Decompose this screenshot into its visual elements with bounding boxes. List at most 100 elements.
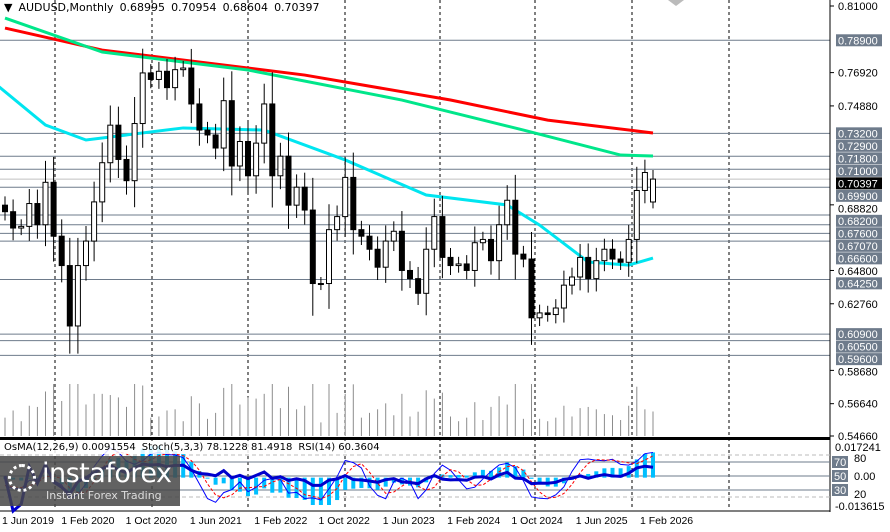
osma-bar: [359, 477, 364, 488]
time-label: 1 Feb 2026: [640, 515, 693, 527]
candle: [220, 77, 227, 172]
osma-bar: [318, 477, 323, 505]
bull-candle-body: [536, 312, 543, 319]
candle: [245, 122, 251, 195]
bull-candle-body: [139, 72, 146, 125]
candle: [560, 270, 567, 323]
bear-candle-body: [439, 216, 446, 258]
osma-bar: [367, 477, 372, 489]
bull-candle-body: [326, 229, 332, 285]
bull-candle-body: [382, 240, 389, 268]
candle: [172, 56, 179, 101]
price-label: 0.74880: [838, 101, 878, 113]
price-label: 0.64800: [838, 266, 878, 278]
level-price-label-bg: [836, 152, 882, 165]
candle: [66, 237, 73, 354]
bear-candle-body: [2, 204, 8, 213]
bear-candle-body: [123, 158, 130, 182]
candle: [431, 198, 438, 268]
bear-candle-body: [358, 229, 365, 237]
candle: [164, 59, 170, 100]
bear-candle-body: [415, 278, 422, 294]
oscillator-header: OsMA(12,26,9) 0.0091554 Stoch(5,3,3) 78.1…: [4, 442, 386, 454]
dropdown-arrow-icon[interactable]: ▼: [4, 1, 13, 14]
bull-candle-body: [155, 70, 162, 80]
level-price-label-bg: [836, 277, 882, 290]
watermark-brand: instaforex: [42, 458, 172, 489]
level-price-label: 0.73200: [838, 128, 878, 140]
osma-label: OsMA(12,26,9) 0.0091554: [4, 442, 136, 453]
candle: [585, 243, 592, 293]
candle: [123, 145, 130, 195]
price-label: 0.58680: [838, 367, 878, 379]
osma-bar: [610, 467, 615, 478]
bull-candle-body: [18, 225, 25, 229]
bull-candle-body: [601, 248, 608, 262]
level-price-label: 0.60500: [838, 342, 878, 354]
candle: [609, 239, 616, 269]
candle: [447, 248, 454, 275]
level-price-label-bg: [836, 164, 882, 177]
price-label: 0.54660: [838, 431, 878, 443]
candle: [390, 221, 397, 252]
bull-candle-body: [74, 265, 81, 327]
bull-candle-body: [334, 216, 341, 231]
osma-bar: [270, 477, 275, 493]
level-price-label: 0.64250: [838, 278, 878, 290]
bear-candle-body: [58, 235, 65, 267]
candle: [455, 256, 462, 273]
level-price-label: 0.69900: [838, 191, 878, 203]
candle: [188, 48, 195, 124]
bear-candle-body: [10, 211, 17, 229]
bull-candle-body: [633, 189, 640, 240]
level-price-label-bg: [836, 214, 882, 227]
bear-candle-body: [212, 134, 219, 149]
bull-candle-body: [293, 186, 300, 206]
panel-separator: [0, 437, 830, 440]
bear-candle-body: [66, 265, 73, 327]
osma-bar: [229, 477, 234, 491]
bull-candle-body: [479, 238, 486, 244]
candle: [504, 185, 511, 240]
rsi-label: RSI(14) 60.3604: [298, 442, 380, 453]
osma-bar: [286, 477, 291, 498]
candle: [50, 156, 57, 262]
candle: [382, 225, 389, 283]
bull-candle-body: [42, 181, 49, 226]
bear-candle-body: [398, 230, 405, 271]
candle: [479, 231, 486, 251]
bear-candle-body: [147, 72, 154, 80]
candle: [204, 121, 211, 144]
candle: [18, 219, 25, 236]
bull-candle-body: [577, 256, 584, 278]
osma-bar: [383, 477, 388, 487]
rsi-level-label-bg: [832, 470, 848, 482]
candle: [366, 225, 373, 261]
level-price-label-bg: [836, 353, 882, 366]
candle: [415, 266, 422, 305]
candle: [577, 244, 584, 291]
level-price-label-bg: [836, 252, 882, 265]
price-label: 0.56640: [838, 399, 878, 411]
osma-max-label: 0.017241: [835, 442, 881, 454]
level-price-label-bg: [836, 189, 882, 202]
ma-mid-line: [4, 16, 654, 158]
bear-candle-body: [528, 258, 535, 319]
candle: [58, 219, 65, 283]
bull-candle-body: [560, 284, 567, 309]
candle: [91, 181, 98, 262]
candle: [374, 236, 381, 281]
price-label: 0.68820: [838, 203, 878, 215]
candle: [423, 227, 430, 316]
candle: [326, 204, 332, 309]
bear-candle-body: [366, 235, 373, 250]
time-label: 1 Feb 2022: [254, 515, 307, 527]
candle: [285, 132, 292, 229]
bull-candle-body: [220, 100, 227, 149]
osma-bar: [618, 468, 623, 478]
level-price-label-bg: [836, 227, 882, 240]
osma-bar: [246, 477, 250, 497]
level-price-label-bg: [836, 328, 882, 341]
osma-zero-label: 0.00: [854, 471, 875, 483]
osma-bar: [205, 477, 210, 479]
